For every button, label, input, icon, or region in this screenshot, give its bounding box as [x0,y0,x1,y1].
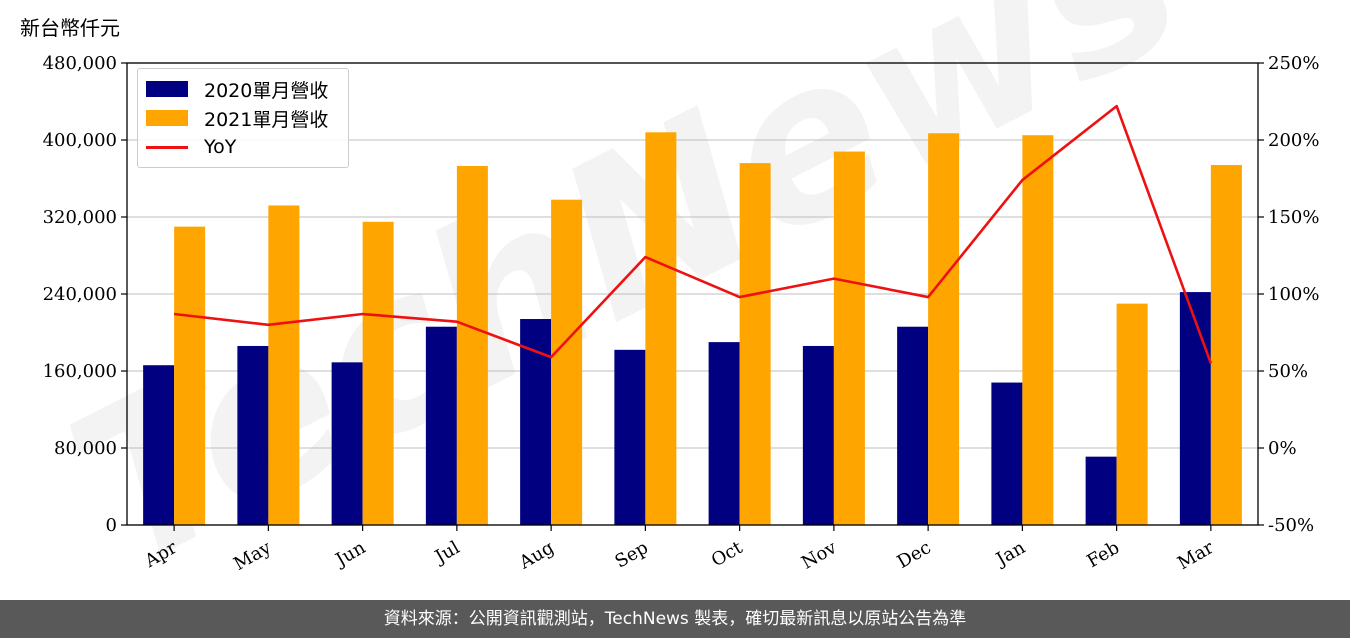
bar-2020-may [237,345,269,525]
legend-swatch-2020 [146,81,188,97]
bar-2020-nov [802,345,834,525]
bar-2021-aug [551,199,583,526]
legend-item-2020: 2020單月營收 [146,77,329,102]
right-tick-label: 250% [1268,53,1319,74]
bar-2020-dec [897,326,929,525]
x-tick-label-jun: Jun [331,537,370,572]
bar-2020-jun [331,362,363,525]
y-axis-unit-label: 新台幣仟元 [20,16,120,40]
bar-2020-feb [1085,456,1117,525]
bar-2021-dec [928,133,960,525]
bar-2021-jul [456,165,488,526]
bar-2021-jan [1022,135,1054,525]
left-tick-label: 320,000 [43,207,117,228]
bar-2020-mar [1179,292,1211,525]
right-axis-ticks: -50% 0% 50% 100% 150% 200% 250% [1258,53,1319,536]
right-tick-label: 150% [1268,207,1319,228]
x-tick-label-jul: Jul [430,537,464,569]
legend-swatch-yoy [146,145,188,149]
left-tick-label: 240,000 [43,284,117,305]
left-tick-label: 0 [106,515,117,536]
x-tick-label-aug: Aug [515,537,558,574]
bar-2020-oct [708,342,740,525]
legend-label-yoy: YoY [204,136,237,158]
x-tick-label-nov: Nov [798,537,841,574]
left-tick-label: 480,000 [43,53,117,74]
source-footer: 資料來源：公開資訊觀測站，TechNews 製表，確切最新訊息以原站公告為準 [0,600,1350,638]
left-tick-label: 160,000 [43,361,117,382]
x-tick-label-mar: Mar [1174,537,1218,574]
x-tick-label-feb: Feb [1083,537,1123,572]
right-tick-label: 200% [1268,130,1319,151]
bar-2021-jun [362,221,394,525]
x-tick-label-dec: Dec [894,537,935,573]
x-tick-label-jan: Jan [991,537,1029,571]
bar-2021-feb [1116,303,1148,525]
right-tick-label: 100% [1268,284,1319,305]
bar-2020-jul [425,326,457,525]
bar-2021-nov [833,151,865,526]
bar-2020-jan [991,382,1023,525]
right-tick-label: 0% [1268,438,1297,459]
x-tick-label-sep: Sep [611,537,651,572]
bar-2021-mar [1210,165,1242,525]
yoy-line-group [173,104,1213,364]
right-tick-label: 50% [1268,361,1308,382]
bar-2021-oct [739,163,771,525]
legend-label-2020: 2020單月營收 [204,79,329,102]
bar-2021-may [268,205,300,525]
legend: 2020單月營收 2021單月營收 YoY [137,68,349,168]
right-tick-label: -50% [1268,515,1314,536]
bar-2020-sep [614,349,646,525]
x-tick-label-oct: Oct [708,537,747,572]
bar-2021-apr [174,226,206,525]
bar-2020-aug [520,319,552,525]
bar-2021-sep [645,132,677,526]
bar-2020-apr [143,365,175,525]
left-axis-ticks: 0 80,000 160,000 240,000 320,000 400,000 480,0… [43,53,127,536]
left-tick-label: 400,000 [43,130,117,151]
bars [143,132,1242,526]
left-tick-label: 80,000 [54,438,117,459]
legend-item-yoy: YoY [146,135,236,159]
legend-item-2021: 2021單月營收 [146,106,329,131]
legend-swatch-2021 [146,110,188,126]
yoy-line [173,104,1213,364]
legend-label-2021: 2021單月營收 [204,108,329,131]
